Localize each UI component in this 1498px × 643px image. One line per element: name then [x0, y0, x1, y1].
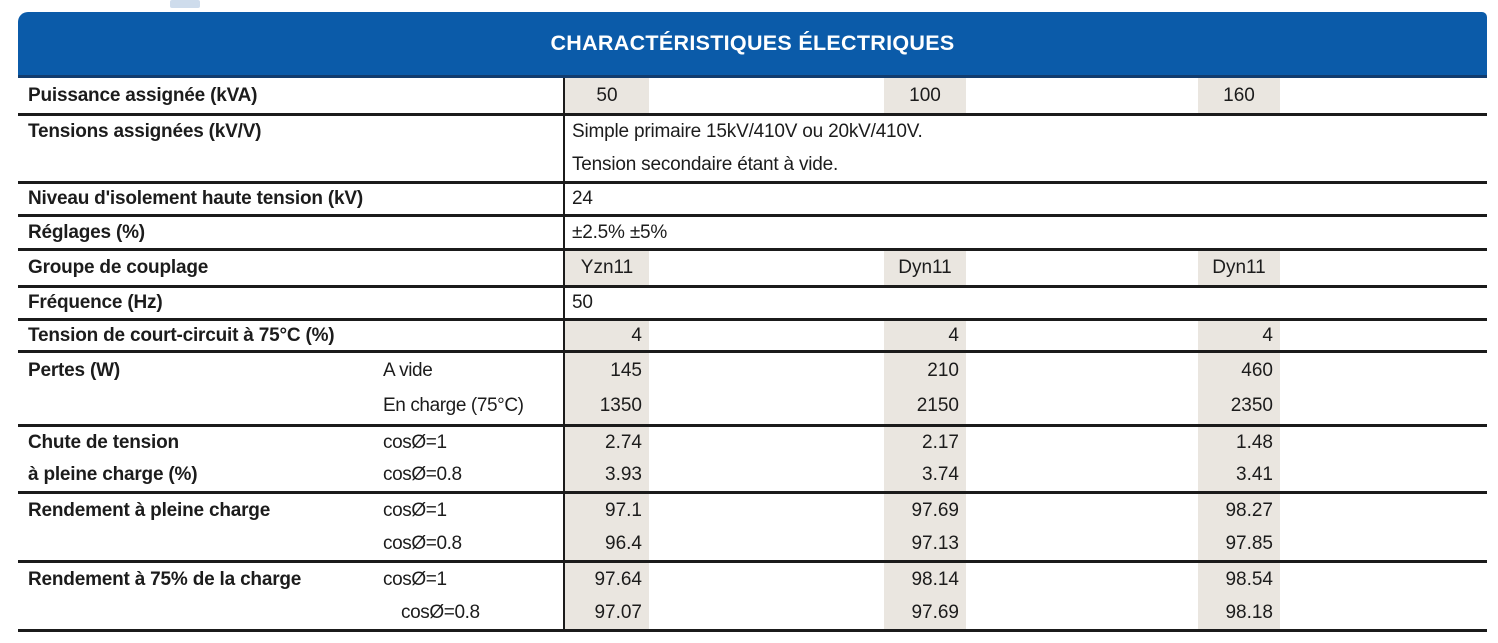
- value-cell: 96.4: [565, 527, 649, 560]
- row-label: Pertes (W): [28, 359, 120, 381]
- value-cell: 2.17: [884, 427, 966, 459]
- value-cell: 97.85: [1198, 527, 1280, 560]
- table-row-pertes: Pertes (W) A vide 145 210 460 En charge (75°C…: [18, 353, 1487, 427]
- row-label: Groupe de couplage: [28, 257, 209, 278]
- row-value-text: ±2.5% ±5%: [572, 221, 668, 243]
- row-band: Tensions assignées (kV/V) Simple primaire…: [18, 116, 1487, 149]
- value-cell: 2350: [1198, 388, 1280, 424]
- value-cell: 160: [1198, 78, 1280, 113]
- row-sublabel: cosØ=0.8: [401, 601, 480, 623]
- value-cell: 97.1: [565, 494, 649, 527]
- value-cell: 97.69: [884, 494, 966, 527]
- row-label: à pleine charge (%): [28, 464, 198, 485]
- table-body: Puissance assignée (kVA) 50 100 160 Tensions…: [18, 78, 1487, 632]
- row-band: Puissance assignée (kVA) 50 100 160: [18, 78, 1487, 113]
- row-sublabel: En charge (75°C): [383, 395, 524, 417]
- value-cell: 2.74: [565, 427, 649, 459]
- value-cell: 3.41: [1198, 459, 1280, 491]
- value-cell: 98.27: [1198, 494, 1280, 527]
- row-label: Réglages (%): [28, 221, 145, 243]
- table-row-niveau-isolement: Niveau d'isolement haute tension (kV) 24: [18, 184, 1487, 217]
- row-label: Puissance assignée (kVA): [28, 84, 258, 106]
- table-header-banner: CHARACTÉRISTIQUES ÉLECTRIQUES: [18, 12, 1487, 78]
- row-band: cosØ=0.8 96.4 97.13 97.85: [18, 527, 1487, 560]
- value-cell: 98.18: [1198, 596, 1280, 629]
- value-cell: 97.69: [884, 596, 966, 629]
- row-band: Chute de tension cosØ=1 2.74 2.17 1.48: [18, 427, 1487, 459]
- value-cell: 3.74: [884, 459, 966, 491]
- row-band: Rendement à pleine charge cosØ=1 97.1 97.69…: [18, 494, 1487, 527]
- row-sublabel: cosØ=0.8: [383, 464, 462, 485]
- row-value-text: Simple primaire 15kV/410V ou 20kV/410V.: [572, 121, 923, 143]
- row-label: Chute de tension: [28, 432, 179, 453]
- value-cell: 97.64: [565, 563, 649, 596]
- value-cell: 4: [565, 321, 649, 350]
- value-cell: 50: [565, 78, 649, 113]
- row-band: Tension de court-circuit à 75°C (%) 4 4 4: [18, 321, 1487, 350]
- value-cell: 98.54: [1198, 563, 1280, 596]
- value-cell: 2150: [884, 388, 966, 424]
- value-cell: 145: [565, 353, 649, 389]
- value-cell: 3.93: [565, 459, 649, 491]
- scan-artifact: [170, 0, 200, 8]
- row-sublabel: A vide: [383, 359, 433, 381]
- table-row-reglages: Réglages (%) ±2.5% ±5%: [18, 217, 1487, 251]
- value-cell: 4: [1198, 321, 1280, 350]
- table-title: CHARACTÉRISTIQUES ÉLECTRIQUES: [550, 31, 955, 55]
- row-band: En charge (75°C) 1350 2150 2350: [18, 388, 1487, 424]
- table-row-chute-de-tension: Chute de tension cosØ=1 2.74 2.17 1.48 à plei…: [18, 427, 1487, 494]
- table-row-rendement-75-charge: Rendement à 75% de la charge cosØ=1 97.64 9…: [18, 563, 1487, 632]
- row-band: Groupe de couplage Yzn11 Dyn11 Dyn11: [18, 251, 1487, 285]
- table-row-tensions-assignees: Tensions assignées (kV/V) Simple primaire…: [18, 116, 1487, 184]
- table-row-rendement-pleine-charge: Rendement à pleine charge cosØ=1 97.1 97.69…: [18, 494, 1487, 563]
- row-label: Fréquence (Hz): [28, 292, 163, 313]
- table-row-tension-court-circuit: Tension de court-circuit à 75°C (%) 4 4 4: [18, 321, 1487, 353]
- value-cell: 100: [884, 78, 966, 113]
- row-band: Rendement à 75% de la charge cosØ=1 97.64 9…: [18, 563, 1487, 596]
- row-band: à pleine charge (%) cosØ=0.8 3.93 3.74 3.41: [18, 459, 1487, 491]
- row-band: Réglages (%) ±2.5% ±5%: [18, 217, 1487, 248]
- table-row-groupe-de-couplage: Groupe de couplage Yzn11 Dyn11 Dyn11: [18, 251, 1487, 288]
- row-band: Tension secondaire étant à vide.: [18, 149, 1487, 182]
- row-value-text: Tension secondaire étant à vide.: [572, 153, 839, 175]
- value-cell: 1350: [565, 388, 649, 424]
- row-band: Pertes (W) A vide 145 210 460: [18, 353, 1487, 389]
- row-value-text: 50: [572, 292, 593, 313]
- value-cell: 210: [884, 353, 966, 389]
- electrical-characteristics-table: CHARACTÉRISTIQUES ÉLECTRIQUES Puissance …: [18, 12, 1487, 632]
- value-cell: Dyn11: [1198, 251, 1280, 285]
- row-sublabel: cosØ=1: [383, 499, 447, 521]
- value-cell: 4: [884, 321, 966, 350]
- value-cell: 1.48: [1198, 427, 1280, 459]
- value-cell: 97.13: [884, 527, 966, 560]
- table-row-frequence: Fréquence (Hz) 50: [18, 288, 1487, 321]
- column-divider-line: [563, 78, 565, 632]
- row-sublabel: cosØ=1: [383, 568, 447, 590]
- row-band: Niveau d'isolement haute tension (kV) 24: [18, 184, 1487, 214]
- row-value-text: 24: [572, 188, 593, 209]
- row-band: Fréquence (Hz) 50: [18, 288, 1487, 318]
- value-cell: 460: [1198, 353, 1280, 389]
- value-cell: 98.14: [884, 563, 966, 596]
- row-label: Niveau d'isolement haute tension (kV): [28, 188, 363, 209]
- row-band: cosØ=0.8 97.07 97.69 98.18: [18, 596, 1487, 629]
- value-cell: 97.07: [565, 596, 649, 629]
- table-row-puissance-assignee: Puissance assignée (kVA) 50 100 160: [18, 78, 1487, 116]
- value-cell: Yzn11: [565, 251, 649, 285]
- value-cell: Dyn11: [884, 251, 966, 285]
- row-label: Tensions assignées (kV/V): [28, 121, 262, 143]
- row-label: Tension de court-circuit à 75°C (%): [28, 324, 335, 346]
- row-label: Rendement à pleine charge: [28, 499, 271, 521]
- row-sublabel: cosØ=0.8: [383, 532, 462, 554]
- row-sublabel: cosØ=1: [383, 432, 447, 453]
- row-label: Rendement à 75% de la charge: [28, 568, 302, 590]
